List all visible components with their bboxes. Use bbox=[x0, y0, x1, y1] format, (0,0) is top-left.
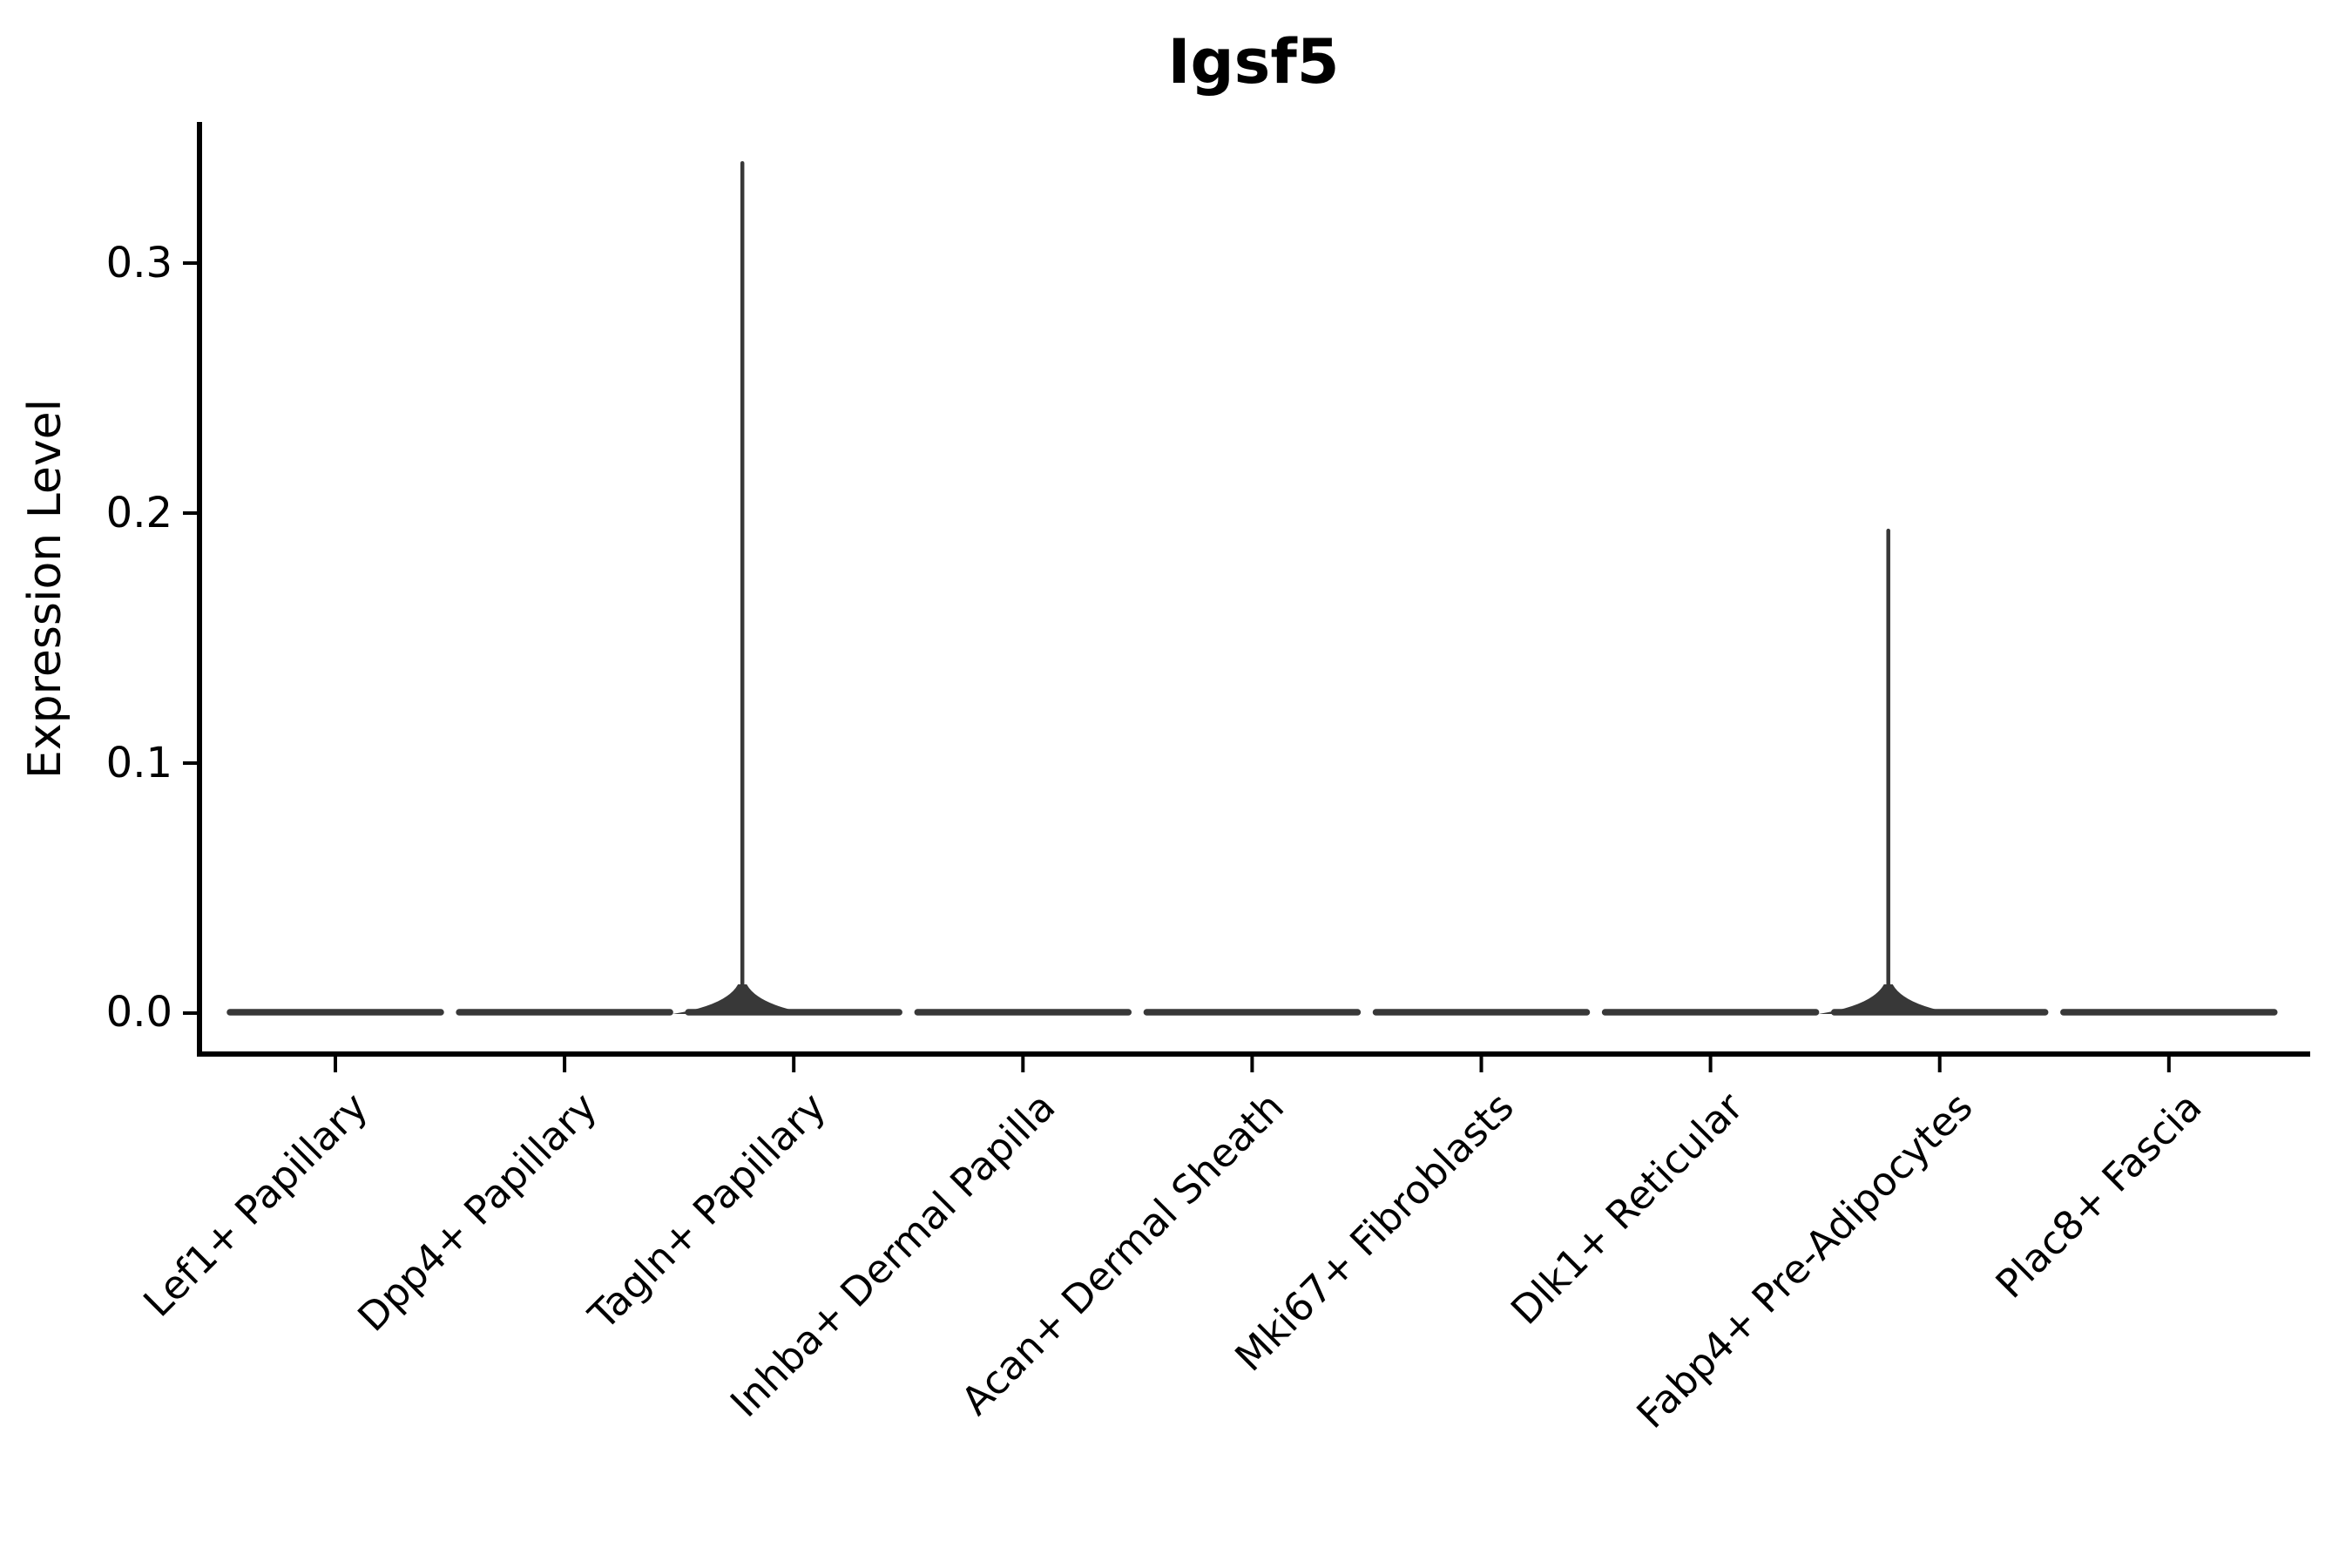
y-tick-label: 0.2 bbox=[105, 489, 172, 537]
chart-title: Igsf5 bbox=[1167, 26, 1340, 98]
x-axis-spine bbox=[197, 1051, 2310, 1057]
violin-spike-flare-2 bbox=[672, 984, 813, 1014]
violin-spike-flare-7 bbox=[1818, 984, 1958, 1014]
y-axis-spine bbox=[197, 122, 202, 1057]
y-tick-label: 0.1 bbox=[105, 739, 172, 787]
y-tick-label: 0.0 bbox=[105, 988, 172, 1037]
y-tick-label: 0.3 bbox=[105, 239, 172, 287]
